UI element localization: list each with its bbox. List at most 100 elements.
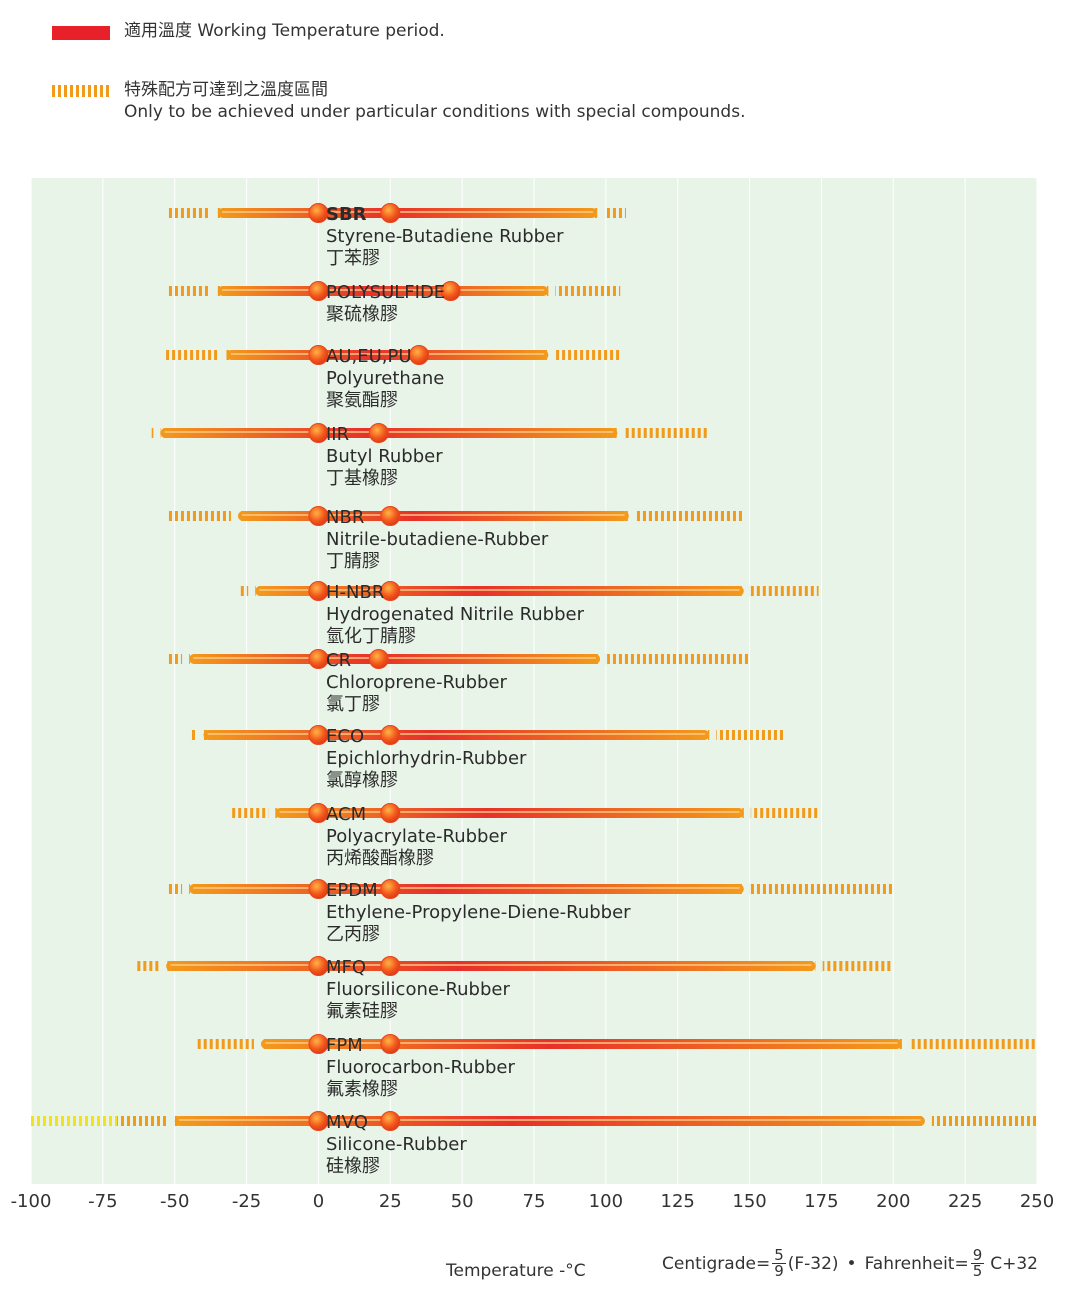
series-code-label: AU,EU,PU (326, 346, 412, 367)
marker-dot (409, 345, 430, 365)
series-code-label: CR (326, 650, 351, 671)
series-english-label: Polyacrylate-Rubber (326, 826, 508, 847)
series-chinese-label: 氯醇橡膠 (326, 770, 398, 791)
series-code-label: MFQ (326, 957, 366, 978)
series-chinese-label: 丙烯酸酯橡膠 (326, 848, 434, 869)
series-chinese-label: 聚硫橡膠 (326, 304, 398, 325)
bar-gap (253, 1038, 261, 1050)
series-code-label: MVQ (326, 1112, 368, 1133)
marker-dot (440, 281, 461, 301)
series-chinese-label: 丁腈膠 (326, 551, 380, 572)
bar-gap (924, 1115, 932, 1127)
x-tick-label: 0 (313, 1191, 324, 1212)
x-tick-label: 150 (732, 1191, 766, 1212)
legend-special-label-zh: 特殊配方可達到之溫度區間 (124, 80, 328, 100)
formula-f-fraction: 9 5 (970, 1248, 985, 1280)
bar-gap (268, 807, 276, 819)
bar-highlight (164, 431, 614, 433)
bar-highlight (170, 964, 812, 966)
series-english-label: Fluorocarbon-Rubber (326, 1057, 515, 1078)
series-english-label: Hydrogenated Nitrile Rubber (326, 604, 585, 625)
bar-highlight (178, 1119, 921, 1121)
bar-gap (743, 807, 751, 819)
marker-dot (308, 423, 329, 443)
bar-gap (600, 653, 608, 665)
bar-gap (709, 729, 717, 741)
marker-dot (380, 725, 401, 745)
series-english-label: Chloroprene-Rubber (326, 672, 508, 693)
bar-gap (210, 285, 218, 297)
series-english-label: Styrene-Butadiene Rubber (326, 226, 564, 247)
marker-dot (380, 203, 401, 223)
formula-f-den: 5 (972, 1262, 983, 1280)
x-tick-label: 225 (948, 1191, 982, 1212)
bar-gap (815, 960, 823, 972)
series-nbr (168, 506, 744, 526)
bar-highlight (264, 1042, 898, 1044)
marker-dot (308, 879, 329, 899)
legend-special-swatch (52, 85, 110, 97)
bar-gap (901, 1038, 909, 1050)
series-polysulfide (168, 281, 621, 301)
bar-gap (548, 285, 556, 297)
series-chinese-label: 丁苯膠 (326, 248, 380, 269)
series-english-label: Ethylene-Propylene-Diene-Rubber (326, 902, 631, 923)
x-tick-label: 75 (523, 1191, 546, 1212)
series-code-label: FPM (326, 1035, 363, 1056)
formula-c-prefix: Centigrade= (662, 1253, 771, 1274)
bar-gap (182, 653, 190, 665)
series-code-label: IIR (326, 424, 349, 445)
x-tick-label: 125 (661, 1191, 695, 1212)
marker-dot (380, 803, 401, 823)
bar-gap (196, 729, 204, 741)
series-chinese-label: 硅橡膠 (326, 1156, 380, 1177)
marker-dot (380, 1034, 401, 1054)
legend-working-label: 適用溫度 Working Temperature period. (124, 21, 445, 41)
series-english-label: Polyurethane (326, 368, 444, 389)
marker-dot (368, 649, 389, 669)
series-cr (168, 649, 750, 669)
series-code-label: EPDM (326, 880, 378, 901)
marker-dot (308, 649, 329, 669)
x-tick-label: 200 (876, 1191, 910, 1212)
formula-c-suffix: (F-32) (787, 1253, 839, 1274)
marker-dot (308, 203, 329, 223)
marker-dot (308, 956, 329, 976)
series-chinese-label: 氯丁膠 (326, 694, 380, 715)
marker-dot (308, 281, 329, 301)
x-tick-label: -50 (160, 1191, 189, 1212)
series-chinese-label: 聚氨酯膠 (326, 390, 398, 411)
series-mvq (31, 1111, 1037, 1131)
series-english-label: Silicone-Rubber (326, 1134, 467, 1155)
bar-highlight (207, 733, 706, 735)
series-eco (191, 725, 785, 745)
x-tick-label: 50 (451, 1191, 474, 1212)
marker-dot (380, 1111, 401, 1131)
marker-dot (380, 879, 401, 899)
marker-dot (308, 1034, 329, 1054)
bar-gap (597, 207, 605, 219)
bar-gap (219, 349, 227, 361)
series-iir (151, 423, 710, 443)
series-code-label: NBR (326, 507, 364, 528)
marker-dot (308, 1111, 329, 1131)
bar-gap (167, 1115, 175, 1127)
bar-gap (182, 883, 190, 895)
bar-highlight (221, 289, 545, 291)
marker-dot (308, 581, 329, 601)
bar-gap (159, 960, 167, 972)
legend-working-row: 適用溫度 Working Temperature period. (52, 20, 445, 42)
series-bars (31, 203, 1037, 1131)
series-chinese-label: 氫化丁腈膠 (326, 626, 416, 647)
bar-gap (743, 585, 751, 597)
series-sbr (168, 203, 626, 223)
marker-dot (380, 956, 401, 976)
series-code-label: POLYSULFIDE (326, 282, 445, 303)
formula-f-suffix: C+32 (990, 1253, 1038, 1274)
bar-gap (230, 510, 238, 522)
series-h-nbr (240, 581, 819, 601)
formula-c-num: 5 (772, 1246, 786, 1264)
legend-working-swatch (52, 26, 110, 40)
